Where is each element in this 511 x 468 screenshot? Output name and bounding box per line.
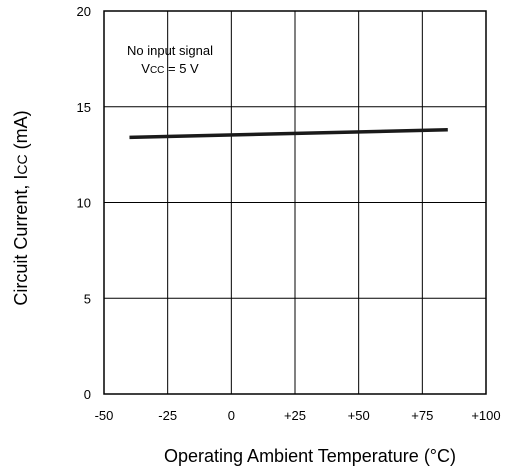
x-tick-label: -25: [158, 408, 177, 423]
annotation-cc-subscript: CC: [150, 65, 164, 76]
y-tick-label: 15: [77, 100, 91, 115]
annotation-line-2: VCC = 5 V: [141, 61, 199, 76]
plot-frame: [103, 10, 487, 395]
x-tick-label: +100: [471, 408, 500, 423]
x-tick-label: +50: [348, 408, 370, 423]
grid: [104, 11, 486, 394]
y-tick-label: 5: [84, 291, 91, 306]
y-axis-title-subscript: CC: [14, 154, 30, 174]
y-axis-title-unit: (mA): [11, 110, 31, 154]
y-tick-label: 20: [77, 4, 91, 19]
y-axis-title-main: Circuit Current, I: [11, 175, 31, 306]
x-tick-label: -50: [95, 408, 114, 423]
x-axis-title: Operating Ambient Temperature (°C): [164, 446, 456, 466]
annotation-value: = 5 V: [164, 61, 199, 76]
y-tick-label: 0: [84, 387, 91, 402]
annotation-line-1: No input signal: [127, 43, 213, 58]
x-tick-labels: -50 -25 0 +25 +50 +75 +100: [95, 408, 501, 423]
x-tick-label: 0: [228, 408, 235, 423]
y-tick-labels: 0 5 10 15 20: [77, 4, 91, 402]
y-tick-label: 10: [77, 196, 91, 211]
x-tick-label: +25: [284, 408, 306, 423]
series-line: [129, 127, 448, 140]
series-layer: [129, 127, 448, 140]
y-axis-title: Circuit Current, ICC (mA): [11, 110, 31, 305]
x-tick-label: +75: [411, 408, 433, 423]
annotation-v-label: V: [141, 61, 150, 76]
